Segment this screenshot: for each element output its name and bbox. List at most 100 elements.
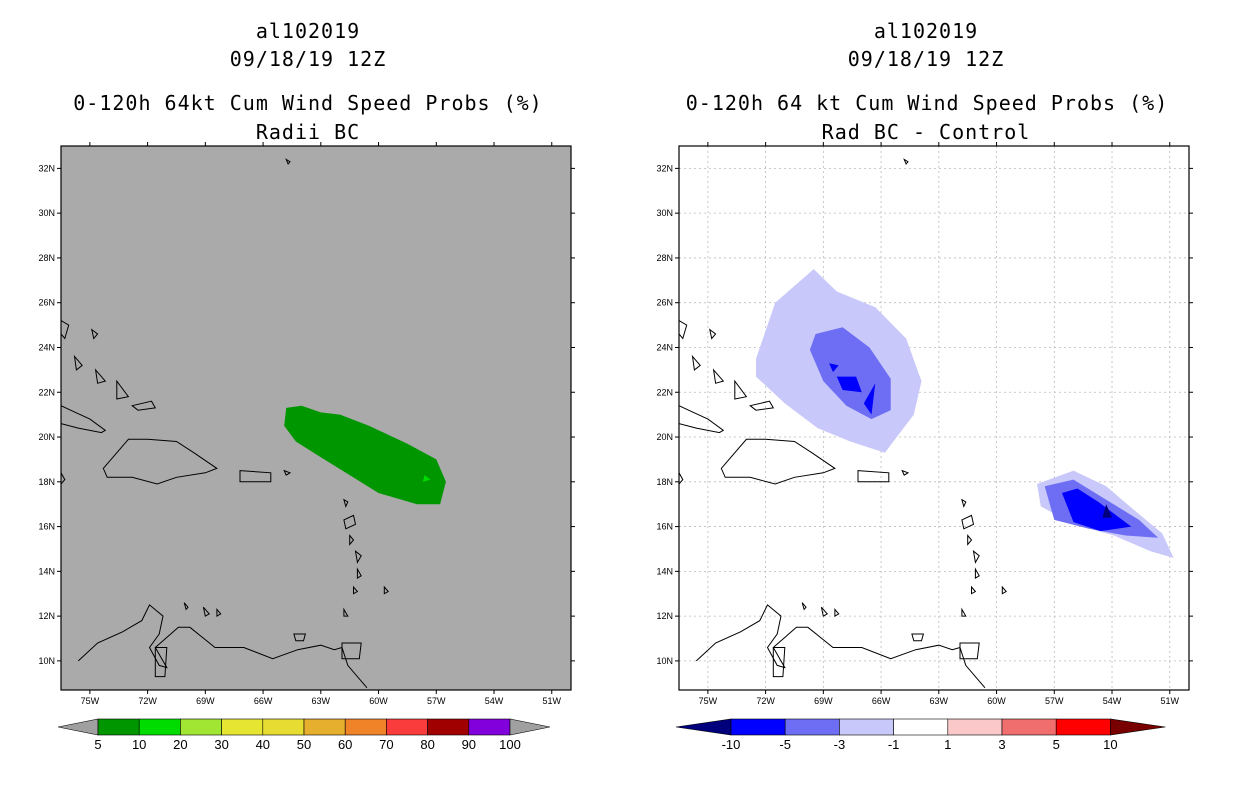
colorbar-label: 30 [214,737,228,752]
left-chart-title: 0-120h 64kt Cum Wind Speed Probs (%) [73,91,543,115]
colorbar-segment [1055,718,1111,736]
lat-tick-label: 32N [38,163,55,173]
lat-tick-label: 32N [656,163,673,173]
map-contents [61,158,446,689]
hispaniola-coast [720,438,836,485]
colorbar-segment [730,718,786,736]
lake-maracaibo [772,647,786,678]
colorbar-high-arrow [509,718,551,736]
colorbar-label: -3 [834,737,846,752]
right-chart-title: 0-120h 64 kt Cum Wind Speed Probs (%) [685,91,1169,115]
lesser-antilles-3 [967,534,973,546]
colorbar-label: -1 [888,737,900,752]
lat-tick-label: 28N [656,253,673,263]
colorbar-segment [262,718,305,736]
right-storm-id: al102019 [873,19,979,43]
lat-tick-label: 16N [656,522,673,532]
colorbar-segment [221,718,264,736]
lat-tick-label: 30N [656,208,673,218]
lesser-antilles-6 [353,585,359,595]
left-map-panel: 32N 30N 28N 26N 24N 22N 20N 18N 16N 14N 12N 10N 75W 7… [38,142,575,752]
abc-islands-2 [202,606,210,617]
colorbar-segment [1001,718,1057,736]
left-date: 09/18/19 12Z [229,47,387,71]
lon-tick-label: 66W [254,696,273,706]
lat-tick-label: 20N [656,432,673,442]
lon-tick-label: 66W [872,696,891,706]
jamaica-coast [61,472,66,485]
colorbar-label: 70 [379,737,393,752]
colorbar-segment [386,718,428,736]
lake-maracaibo [154,647,168,678]
probability-contour [1102,504,1112,518]
south-america-coast [695,604,986,689]
barbados-coast [1001,585,1007,595]
lesser-antilles-7 [343,607,349,617]
probability-contour [1062,488,1132,532]
lat-tick-label: 16N [38,522,55,532]
lat-tick-label: 26N [38,298,55,308]
right-date: 09/18/19 12Z [847,47,1005,71]
lesser-antilles-1 [343,498,349,508]
lon-tick-label: 75W [699,696,718,706]
lat-tick-label: 30N [38,208,55,218]
lat-tick-label: 26N [656,298,673,308]
lon-tick-label: 69W [814,696,833,706]
colorbar-segment [303,718,346,736]
puerto-rico-coast [239,470,272,483]
lesser-antilles-4 [972,550,980,564]
map-contents [679,146,1189,690]
colorbar-segment [97,718,140,736]
cuba-coast [61,405,107,434]
probability-contour [422,475,431,482]
colorbar-label: 10 [132,737,146,752]
barbados-coast [383,585,389,595]
lat-tick-label: 22N [656,387,673,397]
lon-tick-label: 51W [542,696,561,706]
colorbar-segment [839,718,894,736]
bermuda-coast [903,158,909,165]
lesser-antilles-4 [354,550,362,564]
colorbar-segment [344,718,387,736]
lon-tick-label: 60W [369,696,388,706]
colorbar-label: 5 [1053,737,1060,752]
lon-tick-label: 63W [312,696,331,706]
margarita-coast [293,633,307,642]
colorbar-label: 100 [499,737,521,752]
lon-tick-label: 51W [1160,696,1179,706]
margarita-coast [911,633,925,642]
bahamas-1 [679,320,688,340]
lon-tick-label: 60W [987,696,1006,706]
right-chart-subtitle: Rad BC - Control [821,120,1031,144]
cuba-coast [679,405,725,434]
map-frame [60,145,572,691]
lat-tick-label: 10N [38,656,55,666]
colorbar-label: 80 [420,737,434,752]
virgin-islands [901,469,910,476]
colorbar-segment [180,718,222,736]
trinidad-coast [341,642,362,660]
map-frame [678,145,1190,691]
lat-tick-label: 28N [38,253,55,263]
lat-tick-label: 24N [38,342,55,352]
colorbar-label: 5 [94,737,101,752]
bahamas-1 [61,320,70,340]
colorbar-low-arrow [57,718,99,736]
lesser-antilles-6 [971,585,977,595]
bahamas-2 [73,354,83,371]
bahamas-6 [709,328,717,340]
lon-tick-label: 69W [196,696,215,706]
colorbar-label: 10 [1103,737,1117,752]
bahamas-5 [131,400,157,411]
lesser-antilles-2 [961,514,975,530]
map-background [679,146,1189,690]
lon-tick-label: 72W [756,696,775,706]
hispaniola-coast [102,438,218,485]
probability-contour [863,383,876,415]
lat-tick-label: 14N [38,566,55,576]
virgin-islands [283,469,292,476]
trinidad-coast [959,642,980,660]
colorbar-label: 90 [462,737,476,752]
colorbar-high-arrow [1110,718,1166,736]
